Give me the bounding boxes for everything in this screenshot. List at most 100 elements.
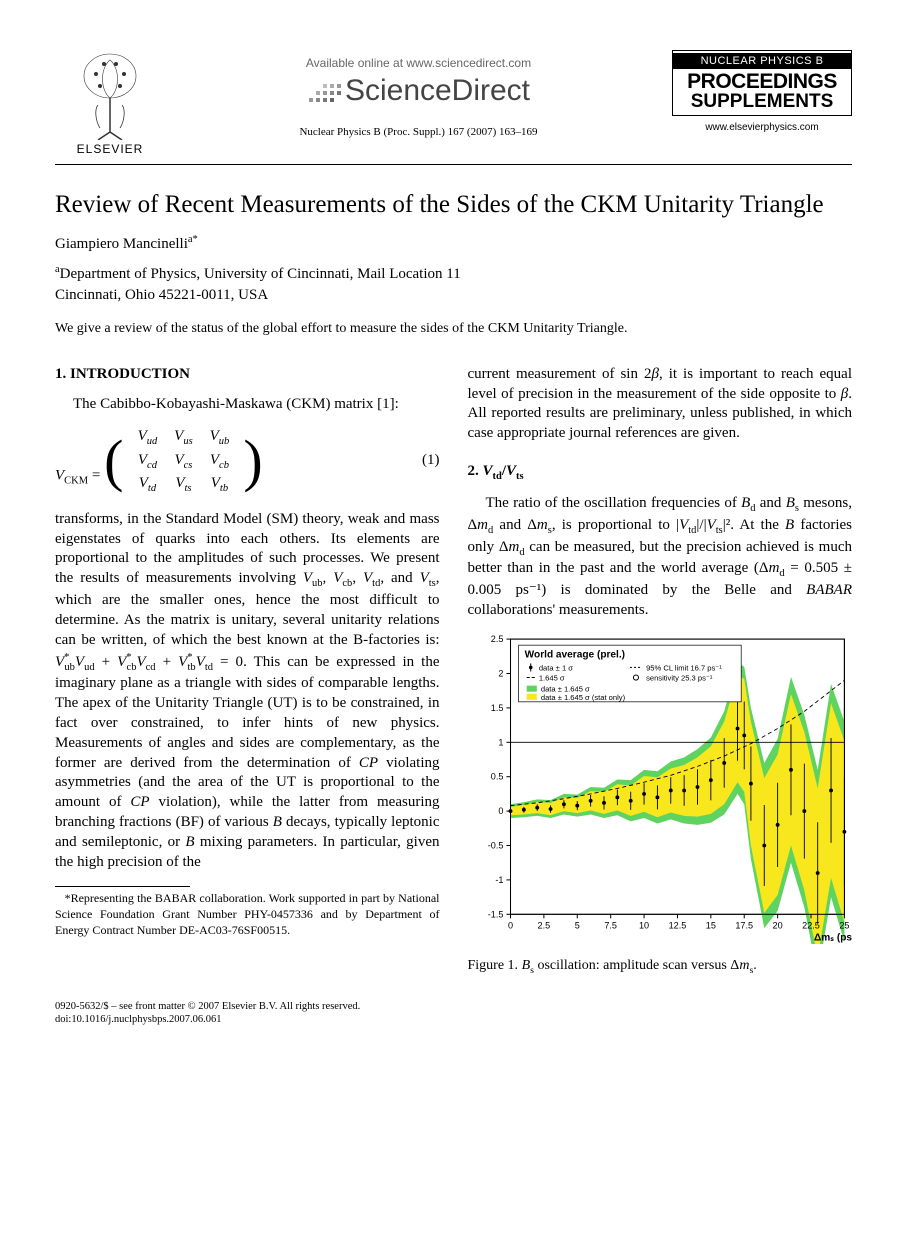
babar: BABAR — [806, 582, 852, 598]
sec2-s2: ts — [516, 471, 524, 482]
bs: B — [786, 495, 795, 511]
vtd: V — [679, 517, 688, 533]
svg-text:-1: -1 — [495, 875, 503, 885]
elsevier-tree-icon — [70, 50, 150, 140]
b2: B — [185, 834, 194, 850]
left-paren-icon: ( — [104, 438, 123, 484]
footnote: *Representing the BABAR collaboration. W… — [55, 891, 440, 938]
svg-text:World average (prel.): World average (prel.) — [524, 649, 624, 660]
sciencedirect-text: ScienceDirect — [345, 74, 530, 107]
author-sup: a* — [188, 234, 198, 245]
equation-1: VCKM = ( VudVusVubVcdVcsVcbVtdVtsVtb ) (… — [55, 426, 440, 496]
c2p2k: collaborations' measurements. — [468, 602, 649, 618]
sec2-v2: V — [506, 463, 516, 479]
eq-lhs-v: V — [55, 468, 64, 484]
c2p2b: and — [756, 495, 786, 511]
svg-text:2: 2 — [498, 668, 503, 678]
elsevier-logo-block: ELSEVIER — [55, 50, 165, 156]
cp1: CP — [359, 755, 378, 771]
sec2-v1: V — [483, 463, 493, 479]
journal-header: ELSEVIER Available online at www.science… — [55, 50, 852, 156]
eq-number: (1) — [422, 451, 440, 471]
left-column: 1. INTRODUCTION The Cabibbo-Kobayashi-Ma… — [55, 365, 440, 978]
svg-text:-1.5: -1.5 — [487, 909, 503, 919]
v4s: ts — [429, 578, 436, 589]
affil-line1: Department of Physics, University of Cin… — [60, 266, 461, 282]
c2p2a: The ratio of the oscillation frequencies… — [486, 495, 742, 511]
md: m — [477, 517, 488, 533]
c2p2d: and Δ — [493, 517, 537, 533]
sec1-p1: The Cabibbo-Kobayashi-Maskawa (CKM) matr… — [55, 395, 440, 415]
footer-line2: doi:10.1016/j.nuclphysbps.2007.06.061 — [55, 1013, 852, 1027]
svg-text:2.5: 2.5 — [490, 634, 503, 644]
svg-text:15: 15 — [705, 920, 715, 930]
eq-lhs-sub: CKM — [64, 476, 88, 487]
svg-text:0.5: 0.5 — [490, 772, 503, 782]
sciencedirect-dots-icon — [307, 78, 341, 106]
matrix-body: VudVusVubVcdVcsVcbVtdVtsVtb — [123, 426, 243, 496]
available-online-text: Available online at www.sciencedirect.co… — [165, 56, 672, 70]
p2a: transforms, in the Standard Model (SM) t… — [55, 511, 440, 586]
cp2: CP — [130, 794, 149, 810]
c2p1a: current measurement of sin 2 — [468, 366, 652, 382]
body-columns: 1. INTRODUCTION The Cabibbo-Kobayashi-Ma… — [55, 365, 852, 978]
affil-line2: Cincinnati, Ohio 45221-0011, USA — [55, 287, 268, 303]
footnote-rule — [55, 886, 190, 887]
v4: V — [420, 570, 429, 586]
sciencedirect-logo: ScienceDirect — [165, 74, 672, 108]
svg-text:1: 1 — [498, 737, 503, 747]
v3: V — [363, 570, 372, 586]
col2-p1: current measurement of sin 2β, it is imp… — [468, 365, 853, 444]
v2s: cb — [342, 578, 352, 589]
section-2-heading: 2. Vtd/Vts — [468, 462, 853, 484]
sec2-num: 2. — [468, 463, 483, 479]
svg-text:22.5: 22.5 — [802, 920, 820, 930]
sec2-s1: td — [493, 471, 502, 482]
v1: V — [303, 570, 312, 586]
author-name: Giampiero Mancinelli — [55, 236, 188, 252]
md3: m — [769, 560, 780, 576]
svg-text:12.5: 12.5 — [668, 920, 686, 930]
abstract: We give a review of the status of the gl… — [55, 321, 852, 337]
section-1-heading: 1. INTRODUCTION — [55, 365, 440, 385]
npb-url: www.elsevierphysics.com — [672, 122, 852, 133]
b1: B — [273, 814, 282, 830]
footer-line1: 0920-5632/$ – see front matter © 2007 El… — [55, 1000, 852, 1014]
header-rule — [55, 164, 852, 165]
right-paren-icon: ) — [243, 438, 262, 484]
v1s: ub — [312, 578, 323, 589]
vts: V — [707, 517, 716, 533]
page-footer: 0920-5632/$ – see front matter © 2007 El… — [55, 1000, 852, 1027]
bd: B — [741, 495, 750, 511]
article-title: Review of Recent Measurements of the Sid… — [55, 189, 852, 220]
svg-text:Δmₛ (ps⁻¹): Δmₛ (ps⁻¹) — [814, 932, 852, 943]
amplitude-scan-chart: 02.557.51012.51517.52022.525-1.5-1-0.500… — [468, 631, 853, 945]
ms: m — [537, 517, 548, 533]
beta1: β — [651, 366, 658, 382]
svg-text:20: 20 — [772, 920, 782, 930]
journal-badge: NUCLEAR PHYSICS B PROCEEDINGS SUPPLEMENT… — [672, 50, 852, 133]
bf: B — [785, 517, 794, 533]
svg-text:sensitivity 25.3 ps⁻¹: sensitivity 25.3 ps⁻¹ — [646, 673, 713, 682]
eq-lhs: VCKM = ( VudVusVubVcdVcsVcbVtdVtsVtb ) — [55, 426, 263, 496]
svg-text:data ± 1.645 σ (stat only): data ± 1.645 σ (stat only) — [540, 693, 625, 702]
col2-p2: The ratio of the oscillation frequencies… — [468, 494, 853, 621]
sec1-p2: transforms, in the Standard Model (SM) t… — [55, 510, 440, 872]
c2p2e: , is proportional to | — [552, 517, 679, 533]
figcap-a: oscillation: amplitude scan versus Δ — [534, 958, 739, 973]
v2: V — [333, 570, 342, 586]
md2: m — [509, 539, 520, 555]
vtss: ts — [716, 525, 723, 536]
svg-text:0: 0 — [498, 806, 503, 816]
ckm-matrix: ( VudVusVubVcdVcsVcbVtdVtsVtb ) — [104, 426, 263, 496]
v3s: td — [372, 578, 380, 589]
svg-text:2.5: 2.5 — [537, 920, 550, 930]
svg-text:1.645 σ: 1.645 σ — [538, 673, 564, 682]
svg-text:17.5: 17.5 — [735, 920, 753, 930]
c2p2g: |². At the — [723, 517, 785, 533]
svg-text:7.5: 7.5 — [604, 920, 617, 930]
citation-line: Nuclear Physics B (Proc. Suppl.) 167 (20… — [165, 126, 672, 138]
svg-text:data ± 1 σ: data ± 1 σ — [538, 663, 572, 672]
svg-text:5: 5 — [574, 920, 579, 930]
svg-text:95% CL limit 16.7 ps⁻¹: 95% CL limit 16.7 ps⁻¹ — [646, 663, 722, 672]
